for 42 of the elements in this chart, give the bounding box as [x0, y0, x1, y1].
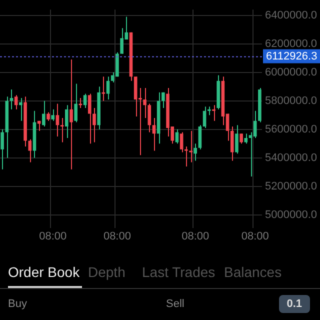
candlestick: [0, 128, 4, 170]
candlestick: [240, 133, 243, 144]
y-tick-label: 6200000.0: [265, 38, 317, 50]
text: Depth: [88, 264, 126, 280]
candlestick: [19, 98, 22, 122]
text: 0.1: [278, 295, 310, 313]
y-tick-label: 5600000.0: [265, 123, 317, 136]
y-tick-label: 5800000.0: [265, 94, 317, 107]
y-tick-label: 5400000.0: [265, 152, 317, 164]
candlestick: [83, 93, 87, 109]
candlestick: [70, 59, 73, 170]
x-tick-label: 08:00: [39, 230, 67, 242]
candlestick: [78, 98, 82, 109]
y-tick-label: 5000000.0: [265, 208, 317, 221]
candlestick: [198, 124, 202, 150]
text: Last Trades: [142, 264, 216, 280]
candlestick: [230, 126, 234, 162]
candlestick: [14, 94, 18, 110]
candlestick: [64, 104, 68, 138]
candlestick: [212, 104, 216, 122]
candlestick: [60, 117, 64, 143]
candlestick: [28, 138, 32, 163]
candlestick: [42, 100, 46, 128]
candlestick: [74, 83, 78, 123]
candlestick: [51, 108, 55, 122]
candlestick: [194, 143, 198, 162]
x-tick-label: 08:00: [103, 230, 131, 242]
text: Order Book: [8, 264, 80, 280]
x-tick-label: 08:00: [182, 230, 210, 242]
text: Sell: [166, 298, 184, 310]
y-tick-label: 5200000.0: [265, 180, 317, 192]
x-tick-label: 08:00: [241, 230, 269, 242]
candlestick: [56, 103, 60, 138]
candlestick: [152, 117, 156, 152]
text: Balances: [224, 264, 282, 280]
ref-line-label: 6112926.3: [266, 50, 318, 62]
y-tick-label: 6400000.0: [265, 9, 317, 22]
y-tick-label: 6000000.0: [265, 66, 317, 78]
candlestick: [235, 124, 238, 154]
candlestick: [175, 128, 179, 144]
text: Buy: [8, 298, 27, 310]
candlestick: [10, 88, 14, 110]
